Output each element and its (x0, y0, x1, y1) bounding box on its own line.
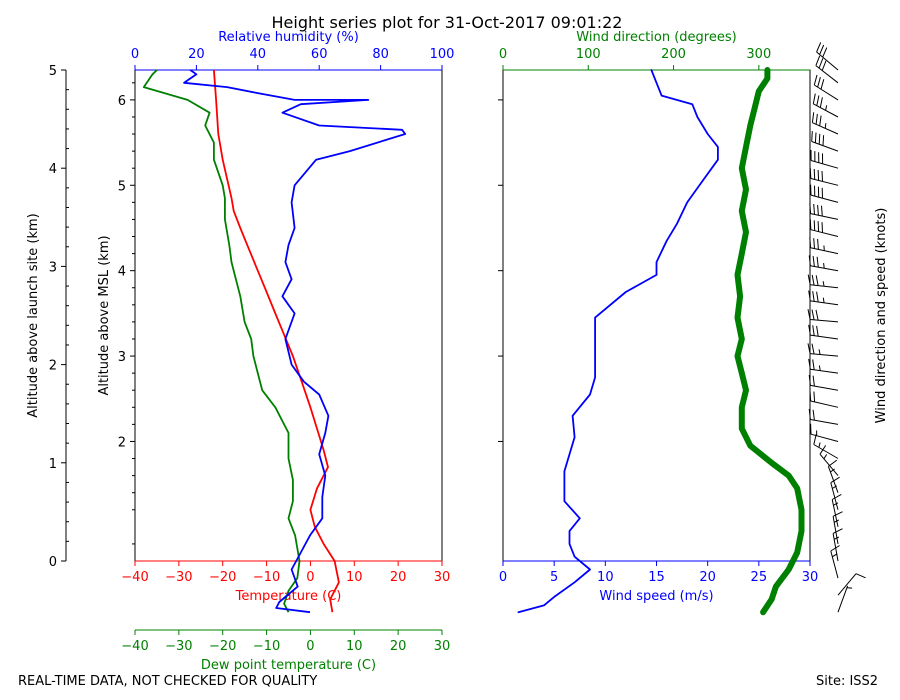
thermo-plot-frame (134, 69, 443, 562)
relative-humidity-line (183, 69, 407, 614)
wind-plot-frame (502, 69, 811, 562)
wind-speed-axis-label: Wind speed (m/s) (599, 589, 713, 604)
wind-barb (809, 219, 839, 237)
dewpoint-tick-label: −30 (165, 639, 192, 654)
wind-speed-tick-label: 15 (648, 570, 665, 585)
dewpoint-tick-label: 30 (434, 639, 451, 654)
wind-barb (810, 184, 839, 203)
wind-barb (832, 528, 843, 562)
wind-direction-line (734, 67, 805, 616)
wind-barb (809, 237, 839, 255)
wind-direction-axis-label: Wind direction (degrees) (576, 30, 736, 45)
wind-barb (809, 390, 839, 408)
wind-speed-tick-label: 5 (550, 570, 558, 585)
dewpoint-tick-label: 20 (390, 639, 407, 654)
dew-point-line (142, 69, 301, 613)
agl-tick-label: 1 (49, 457, 57, 472)
wind-speed-tick-label: 10 (597, 570, 614, 585)
temperature-tick-label: 30 (434, 570, 451, 585)
wind-speed-line (517, 69, 719, 614)
wind-barb (810, 423, 839, 442)
wind-speed-tick-label: 25 (751, 570, 768, 585)
wind-barb (808, 290, 839, 306)
dewpoint-tick-label: 0 (306, 639, 314, 654)
msl-tick-label: 6 (118, 94, 126, 109)
wind-barb (811, 112, 839, 135)
temperature-tick-label: 20 (390, 570, 407, 585)
wind-speed-tick-label: 20 (699, 570, 716, 585)
wind-barb (809, 203, 839, 220)
wind-direction-tick-label: 0 (499, 47, 507, 62)
wind-barb (813, 434, 839, 459)
wind-direction-tick-label: 100 (576, 47, 601, 62)
msl-tick-label: 4 (118, 265, 126, 280)
wind-barb (831, 493, 842, 527)
wind-barbs-label: Wind direction and speed (knots) (874, 208, 889, 424)
wind-barb (830, 545, 840, 579)
wind-barb (830, 476, 840, 510)
wind-barb (807, 343, 839, 357)
msl-axis-label: Altitude above MSL (km) (97, 235, 112, 395)
dewpoint-axis-label: Dew point temperature (C) (201, 658, 376, 673)
temperature-tick-label: −20 (209, 570, 236, 585)
wind-barb (807, 309, 839, 323)
humidity-tick-label: 40 (250, 47, 267, 62)
humidity-tick-label: 0 (131, 47, 139, 62)
site-label: Site: ISS2 (816, 674, 879, 689)
wind-speed-tick-label: 0 (499, 570, 507, 585)
wind-barb (816, 42, 839, 71)
quality-note: REAL-TIME DATA, NOT CHECKED FOR QUALITY (18, 674, 318, 689)
humidity-axis-label: Relative humidity (%) (218, 30, 359, 45)
wind-speed-tick-label: 30 (802, 570, 819, 585)
agl-tick-label: 5 (49, 64, 57, 79)
axes-layer: 0 1 2 3 4 5 Altitude above launch site (km) 2 3 4… (26, 30, 889, 673)
dewpoint-tick-label: 10 (346, 639, 363, 654)
msl-tick-label: 5 (118, 179, 126, 194)
humidity-tick-label: 80 (372, 47, 389, 62)
temperature-tick-label: −30 (165, 570, 192, 585)
agl-tick-label: 2 (49, 359, 57, 374)
wind-barb (811, 131, 839, 152)
data-layer (142, 42, 866, 616)
agl-tick-label: 0 (49, 555, 57, 570)
temperature-tick-label: −40 (121, 570, 148, 585)
dewpoint-tick-label: −20 (209, 639, 236, 654)
wind-barb (815, 55, 839, 84)
wind-barb (837, 585, 853, 613)
temperature-axis-label: Temperature (C) (235, 589, 342, 604)
wind-barb (808, 409, 839, 425)
msl-tick-label: 2 (118, 435, 126, 450)
temperature-line (213, 69, 340, 613)
wind-barb (807, 274, 839, 289)
wind-direction-tick-label: 200 (661, 47, 686, 62)
wind-direction-tick-label: 300 (746, 47, 771, 62)
dewpoint-tick-label: −10 (253, 639, 280, 654)
wind-barb (808, 324, 839, 340)
humidity-tick-label: 20 (188, 47, 205, 62)
wind-barb (813, 74, 839, 101)
msl-tick-label: 3 (118, 350, 126, 365)
temperature-tick-label: 10 (346, 570, 363, 585)
wind-barb (812, 93, 839, 118)
dewpoint-tick-label: −40 (121, 639, 148, 654)
wind-barb (808, 255, 839, 272)
chart-title: Height series plot for 31-Oct-2017 09:01… (272, 13, 623, 32)
wind-barb (837, 573, 866, 596)
temperature-tick-label: 0 (306, 570, 314, 585)
wind-barb (808, 374, 839, 391)
agl-tick-label: 4 (49, 162, 57, 177)
agl-tick-label: 3 (49, 260, 57, 275)
wind-barb (808, 358, 839, 374)
humidity-tick-label: 100 (430, 47, 455, 62)
humidity-tick-label: 60 (311, 47, 328, 62)
temperature-tick-label: −10 (253, 570, 280, 585)
wind-barb (809, 168, 839, 186)
agl-axis-label: Altitude above launch site (km) (26, 213, 41, 417)
wind-barb (810, 149, 839, 169)
